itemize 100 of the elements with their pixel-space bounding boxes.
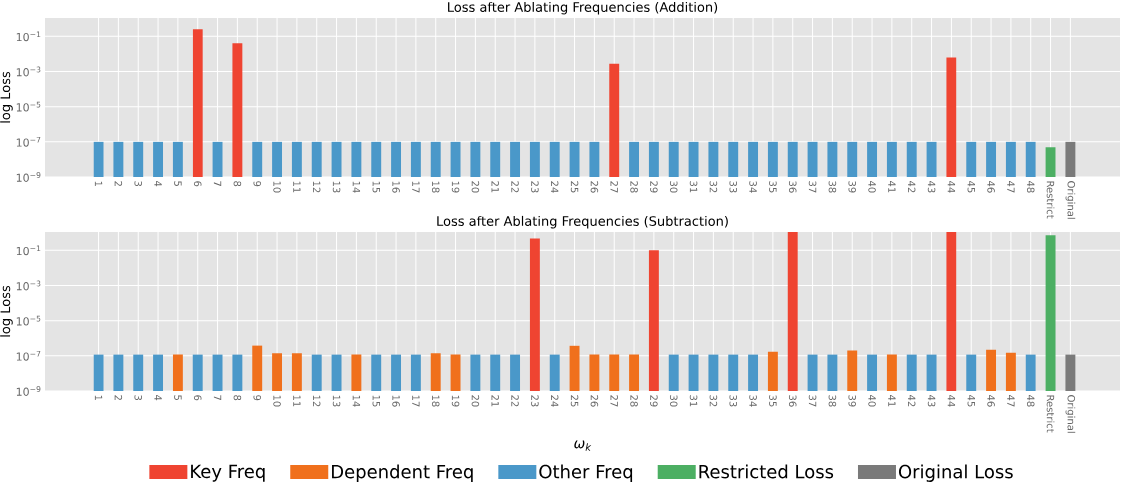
x-tick-label: 11	[293, 395, 301, 407]
x-tick-label: 2	[114, 181, 123, 186]
y-tick-label: 10$^{−3}$	[16, 280, 41, 291]
x-tick-label: 28	[630, 395, 638, 407]
x-tick-label: 14	[352, 181, 361, 193]
x-tick-label: 8	[233, 395, 242, 401]
legend-label: Restricted Loss	[699, 464, 834, 479]
x-tick-label: 15	[372, 395, 380, 407]
x-tick-label: 10	[273, 181, 281, 193]
x-tick-label: 32	[709, 395, 718, 407]
x-tick-label: 17	[412, 181, 420, 193]
x-tick-label: 16	[392, 395, 400, 407]
x-tick-label: 24	[551, 181, 559, 193]
x-tick-label: 23	[531, 395, 539, 407]
x-tick-label: 26	[590, 395, 599, 407]
x-tick-label: 20	[471, 181, 480, 193]
x-tick-label: 30	[669, 395, 678, 407]
x-tick-label: 37	[808, 395, 817, 407]
y-tick-label: 10$^{−5}$	[16, 315, 41, 326]
x-tick-label: 28	[630, 181, 638, 193]
x-tick-label: 40	[868, 181, 876, 193]
chart-title: Loss after Ablating Frequencies (Subtraction)	[437, 215, 728, 229]
x-tick-label: 33	[729, 181, 738, 193]
x-tick-label: 39	[848, 181, 857, 193]
x-tick-label: Restrict	[1046, 395, 1055, 433]
x-tick-label: 45	[967, 395, 975, 407]
x-tick-label: 26	[590, 181, 599, 193]
x-tick-label: 23	[531, 181, 539, 193]
x-tick-label: 35	[769, 181, 777, 193]
y-tick-label: 10$^{−1}$	[16, 31, 41, 42]
x-tick-label: 46	[987, 181, 995, 193]
x-tick-label: 9	[253, 395, 262, 401]
x-tick-label: 15	[372, 181, 380, 193]
x-tick-label: 43	[927, 181, 936, 193]
x-tick-label: 41	[888, 181, 896, 193]
x-tick-label: 42	[908, 181, 916, 193]
x-tick-label: 32	[709, 181, 718, 193]
x-tick-label: 7	[213, 395, 222, 401]
x-tick-label: 40	[868, 395, 876, 407]
x-tick-label: 47	[1007, 181, 1015, 193]
x-tick-label: 19	[451, 395, 460, 407]
x-tick-label: 34	[749, 395, 757, 407]
x-tick-label: 27	[610, 181, 618, 193]
x-tick-label: 6	[193, 395, 202, 401]
x-tick-label: 44	[947, 395, 956, 407]
x-tick-label: 41	[888, 395, 896, 407]
y-tick-label: 10$^{−1}$	[16, 245, 41, 256]
x-tick-label: 13	[332, 395, 341, 407]
x-tick-label: 48	[1026, 181, 1035, 193]
x-tick-label: 35	[769, 395, 777, 407]
x-tick-label: 1	[94, 395, 103, 400]
x-tick-label: 31	[689, 395, 698, 407]
x-tick-label: 22	[511, 181, 519, 193]
x-tick-label: 48	[1026, 395, 1035, 407]
x-tick-label: 3	[134, 395, 143, 401]
x-tick-label: 43	[927, 395, 936, 407]
x-tick-label: 11	[293, 181, 301, 193]
x-tick-label: Original	[1065, 181, 1076, 219]
x-tick-label: 21	[491, 395, 499, 407]
x-tick-label: 18	[431, 395, 440, 407]
x-tick-label: 8	[233, 181, 242, 187]
x-tick-label: 21	[491, 181, 499, 193]
x-tick-label: 13	[332, 181, 341, 193]
x-tick-label: 4	[154, 395, 162, 401]
x-tick-label: 31	[689, 181, 698, 193]
x-tick-label: 42	[908, 395, 916, 407]
legend-label: Key Freq	[191, 464, 265, 482]
y-tick-label: 10$^{−7}$	[16, 136, 41, 147]
legend-label: Dependent Freq	[332, 464, 473, 482]
x-tick-label: Original	[1065, 395, 1076, 433]
x-tick-label: 47	[1007, 395, 1015, 407]
x-tick-label: 18	[431, 181, 440, 193]
x-tick-label: 5	[174, 395, 182, 401]
x-tick-label: 16	[392, 181, 400, 193]
y-tick-label: 10$^{−5}$	[16, 101, 41, 112]
y-tick-label: 10$^{−3}$	[16, 66, 41, 77]
y-axis-title: log Loss	[0, 285, 13, 337]
x-tick-label: 25	[570, 181, 579, 193]
x-tick-label: 25	[570, 395, 579, 407]
legend-label: Other Freq	[539, 464, 633, 482]
x-tick-label: 45	[967, 181, 975, 193]
legend-label: Original Loss	[898, 464, 1013, 482]
x-tick-label: 24	[551, 395, 559, 407]
x-tick-label: 46	[987, 395, 995, 407]
x-tick-label: 29	[650, 395, 658, 407]
y-tick-label: 10$^{−9}$	[16, 172, 41, 182]
x-tick-label: 19	[451, 181, 460, 193]
x-tick-label: 12	[313, 395, 321, 407]
x-tick-label: 6	[193, 181, 202, 187]
x-tick-label: 30	[669, 181, 678, 193]
x-tick-label: Restrict	[1046, 181, 1055, 219]
x-tick-label: 17	[412, 395, 420, 407]
x-tick-label: 20	[471, 395, 480, 407]
x-tick-label: 14	[352, 395, 361, 407]
x-tick-label: 1	[94, 181, 103, 186]
x-tick-label: 7	[213, 181, 222, 187]
x-tick-label: 27	[610, 395, 618, 407]
x-tick-label: 4	[154, 181, 162, 187]
x-tick-label: 36	[788, 395, 797, 407]
y-axis-title: log Loss	[0, 71, 13, 123]
